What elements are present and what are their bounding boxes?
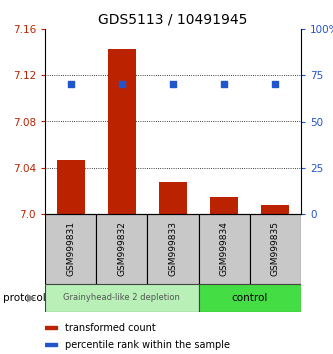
Text: GSM999834: GSM999834 (220, 222, 229, 276)
Bar (57, 160, 85, 214)
Point (221, 82, 227, 87)
Text: GSM999831: GSM999831 (66, 222, 75, 276)
Point (119, 82, 125, 87)
Point (273, 82, 278, 87)
Bar (198, 214, 250, 284)
Text: Grainyhead-like 2 depletion: Grainyhead-like 2 depletion (63, 293, 180, 303)
Bar (159, 182, 187, 214)
Bar (45, 214, 96, 284)
Point (68, 82, 73, 87)
Bar (261, 205, 289, 214)
Text: GSM999833: GSM999833 (168, 222, 177, 276)
Point (170, 82, 176, 87)
Text: protocol: protocol (3, 293, 46, 303)
Bar (96, 214, 148, 284)
Bar (45, 343, 57, 346)
Bar (45, 284, 198, 312)
Title: GDS5113 / 10491945: GDS5113 / 10491945 (98, 12, 248, 27)
Bar (198, 284, 301, 312)
Text: ▶: ▶ (27, 293, 36, 303)
Text: percentile rank within the sample: percentile rank within the sample (66, 339, 230, 350)
Text: control: control (232, 293, 268, 303)
Text: GSM999835: GSM999835 (271, 222, 280, 276)
Text: GSM999832: GSM999832 (117, 222, 126, 276)
Text: transformed count: transformed count (66, 322, 156, 332)
Bar (45, 326, 57, 329)
Bar (108, 48, 136, 214)
Bar (210, 197, 238, 214)
Bar (250, 214, 301, 284)
Bar (148, 214, 198, 284)
